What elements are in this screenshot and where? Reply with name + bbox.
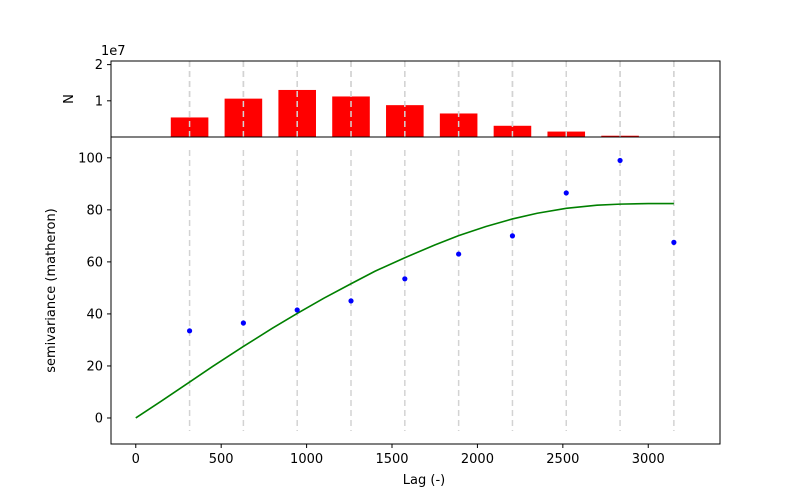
semivariance-point (456, 251, 462, 257)
semivariance-point (563, 190, 569, 196)
x-tick-label: 2500 (546, 452, 579, 467)
semivariogram-axes: 0 500 1000 1500 2000 2500 3000 0 20 40 60 80 100 La… (44, 136, 721, 488)
semivariogram-model-curve (135, 202, 674, 419)
histogram-y-tick-label: 1 (95, 94, 103, 109)
histogram-y-ticks: 12 (95, 58, 111, 109)
semivariance-point (186, 328, 193, 334)
x-tick-label: 3000 (632, 452, 665, 467)
x-tick-label: 1000 (290, 452, 323, 467)
histogram-bar (170, 117, 209, 137)
semivariance-point (402, 276, 408, 282)
semivariance-point (671, 239, 677, 245)
semivariance-point (294, 307, 300, 313)
x-tick-label: 500 (209, 452, 234, 467)
y-tick-label: 80 (86, 203, 103, 218)
semivariogram-x-ticks: 0 500 1000 1500 2000 2500 3000 (132, 444, 665, 467)
histogram-bars (170, 61, 675, 137)
semivariogram-bin-lines (188, 150, 675, 431)
semivariogram-points (186, 157, 677, 334)
semivariance-point (509, 233, 516, 239)
x-tick-label: 0 (132, 452, 140, 467)
histogram-y-tick-label: 2 (95, 58, 103, 73)
semivariogram-y-ticks: 0 20 40 60 80 100 (78, 151, 111, 426)
x-axis-label: Lag (-) (403, 473, 445, 488)
x-tick-label: 1500 (375, 452, 408, 467)
semivariogram-frame (110, 136, 721, 445)
histogram-y-multiplier: 1e7 (101, 44, 126, 59)
histogram-axes: 12 N 1e7 (62, 44, 721, 138)
semivariogram-spines (110, 136, 721, 445)
y-tick-label: 60 (86, 255, 103, 270)
y-tick-label: 0 (95, 411, 103, 426)
model-curve-line (135, 202, 674, 419)
y-axis-label: semivariance (matheron) (44, 208, 59, 373)
semivariance-point (348, 298, 354, 304)
x-tick-label: 2000 (461, 452, 494, 467)
y-tick-label: 40 (86, 307, 103, 322)
y-tick-label: 100 (78, 151, 103, 166)
y-tick-label: 20 (86, 359, 103, 374)
semivariance-point (617, 157, 623, 164)
histogram-y-axis-label: N (62, 94, 77, 104)
semivariance-point (240, 320, 246, 326)
